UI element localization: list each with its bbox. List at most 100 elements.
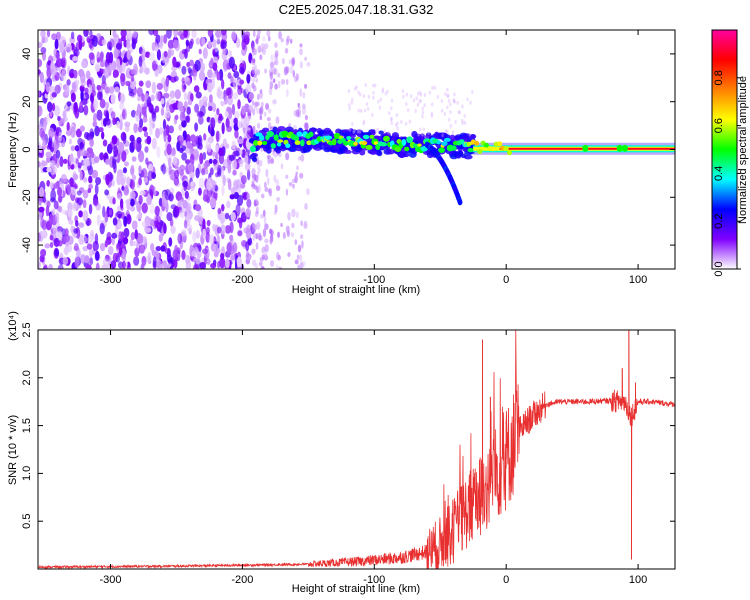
sparse-noise-blob: [258, 261, 263, 267]
sparse-noise-blob: [257, 45, 262, 54]
plume-blob: [423, 92, 427, 97]
noise-blob: [82, 209, 89, 222]
plume-blob: [372, 90, 375, 95]
noise-blob: [229, 221, 234, 234]
noise-blob: [39, 127, 45, 138]
sparse-noise-blob: [256, 221, 261, 230]
plume-blob: [347, 89, 351, 94]
plume-blob: [390, 116, 393, 121]
noise-blob: [218, 147, 224, 157]
noise-blob: [211, 38, 217, 48]
plume-blob: [416, 91, 420, 96]
noise-blob: [201, 248, 208, 255]
noise-blob: [109, 173, 114, 181]
noise-blob: [245, 250, 250, 258]
noise-blob: [86, 165, 92, 171]
plume-blob: [453, 99, 456, 104]
noise-blob: [240, 174, 247, 185]
noise-blob: [38, 41, 43, 48]
signal-blob: [299, 139, 305, 147]
sparse-noise-blob: [288, 181, 293, 187]
noise-blob: [229, 194, 235, 200]
noise-blob: [129, 206, 136, 212]
noise-blob: [124, 124, 130, 133]
noise-blob: [194, 204, 202, 212]
noise-blob: [113, 48, 119, 59]
noise-blob: [141, 168, 148, 178]
noise-blob: [40, 30, 46, 39]
sparse-noise-blob: [253, 232, 257, 239]
plume-blob: [406, 108, 410, 113]
plume-blob: [456, 100, 459, 105]
signal-peak: [353, 142, 358, 146]
noise-blob: [41, 230, 48, 239]
plume-blob: [446, 105, 449, 110]
noise-blob: [112, 117, 116, 126]
noise-blob: [243, 155, 249, 164]
sparse-noise-blob: [260, 101, 264, 108]
noise-blob: [209, 197, 217, 209]
noise-blob: [196, 141, 200, 149]
signal-halo: [349, 133, 357, 138]
noise-blob: [170, 127, 174, 133]
sparse-noise-blob: [284, 47, 289, 54]
noise-blob: [224, 95, 228, 105]
plume-blob: [357, 108, 360, 113]
sparse-noise-blob: [285, 174, 289, 179]
noise-blob: [38, 105, 43, 117]
plume-blob: [446, 130, 449, 135]
noise-blob: [184, 159, 191, 165]
plume-blob: [387, 130, 390, 135]
noise-blob: [152, 256, 157, 268]
sparse-noise-blob: [286, 230, 290, 237]
plume-blob: [350, 100, 353, 105]
noise-blob: [119, 102, 124, 111]
spectrogram-y-axis-title: Frequency (Hz): [7, 112, 19, 188]
plume-blob: [431, 85, 434, 90]
sparse-noise-blob: [269, 238, 273, 245]
noise-blob: [141, 106, 147, 116]
noise-blob: [172, 39, 179, 49]
noise-blob: [42, 50, 47, 61]
noise-blob: [225, 258, 230, 269]
noise-blob: [238, 67, 245, 74]
noise-blob: [246, 115, 252, 122]
noise-blob: [227, 178, 232, 191]
sparse-noise-blob: [255, 198, 259, 205]
signal-blob: [276, 142, 282, 147]
signal-blob: [273, 134, 279, 141]
sparse-noise-blob: [254, 262, 259, 269]
sparse-noise-blob: [266, 117, 271, 122]
sparse-noise-blob: [256, 34, 260, 40]
noise-blob: [104, 84, 111, 96]
noise-blob: [66, 121, 70, 131]
sparse-noise-blob: [286, 88, 289, 98]
spectrogram-x-tick-label: -300: [100, 274, 122, 286]
plume-blob: [395, 113, 398, 118]
sparse-noise-blob: [272, 99, 277, 105]
sparse-noise-blob: [301, 107, 307, 115]
noise-blob: [163, 130, 167, 143]
noise-blob: [148, 30, 155, 36]
noise-blob: [122, 260, 126, 269]
plume-blob: [353, 129, 356, 134]
noise-blob: [53, 200, 59, 210]
noise-blob: [165, 107, 171, 119]
noise-blob: [107, 246, 114, 256]
noise-blob: [187, 99, 193, 106]
noise-blob: [235, 203, 241, 216]
sparse-noise-blob: [261, 193, 265, 199]
noise-blob: [156, 49, 161, 61]
sparse-noise-blob: [275, 179, 280, 186]
sparse-noise-blob: [297, 264, 301, 269]
noise-blob: [72, 55, 79, 62]
snr-x-axis-title: Height of straight line (km): [292, 583, 420, 595]
noise-blob: [131, 241, 137, 247]
noise-blob: [193, 148, 200, 161]
sparse-noise-blob: [259, 107, 262, 114]
noise-blob: [241, 47, 247, 56]
noise-blob: [49, 181, 55, 189]
noise-blob: [218, 113, 223, 119]
noise-blob: [70, 126, 76, 138]
noise-blob: [86, 243, 93, 250]
